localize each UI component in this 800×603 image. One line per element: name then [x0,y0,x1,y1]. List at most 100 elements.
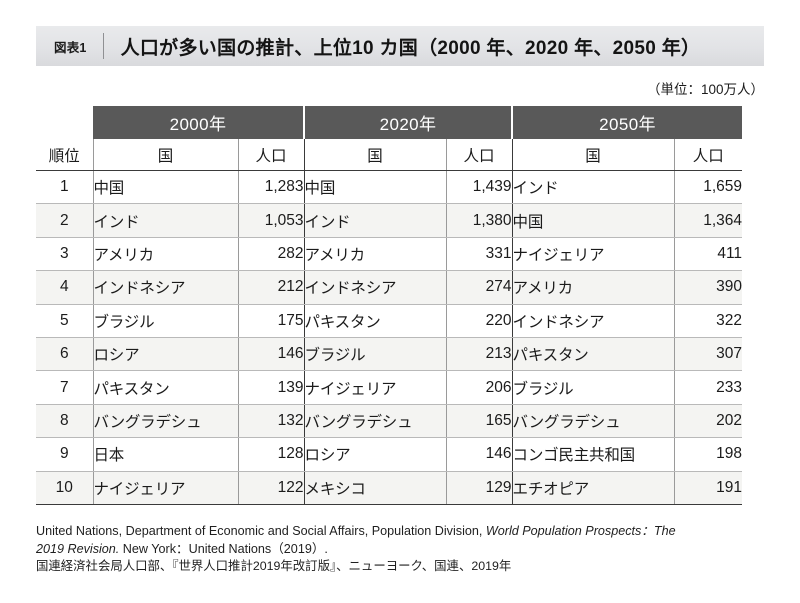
cell-rank: 5 [36,304,94,338]
population-table: 2000年 2020年 2050年 順位 国 人口 国 人口 国 人口 1 中国… [36,106,743,505]
cell-country-2050: エチオピア [512,471,675,505]
cell-population-2020: 220 [446,304,513,338]
cell-country-2050: インド [512,170,675,205]
cell-population-2050: 1,659 [674,170,743,205]
page-title: 人口が多い国の推計、上位10 カ国（2000 年、2020 年、2050 年） [120,37,701,59]
cell-population-2050: 307 [674,337,743,372]
cell-population-2000: 282 [238,237,305,272]
cell-population-2020: 1,439 [446,170,513,205]
cell-rank: 2 [36,203,94,238]
table-row: 10 ナイジェリア 122 メキシコ 129 エチオピア 191 [36,471,743,505]
source-line-1-plain: United Nations, Department of Economic a… [36,524,486,538]
cell-population-2000: 128 [238,437,305,472]
figure-number: 図表1 [54,40,87,55]
cell-country-2000: パキスタン [93,370,239,405]
table-row: 4 インドネシア 212 インドネシア 274 アメリカ 390 [36,270,743,305]
source-line-3-japanese: 国連経済社会局人口部、『世界人口推計2019年改訂版』、ニューヨーク、国連、20… [36,559,512,573]
year-group-2050: 2050年 [512,106,743,139]
cell-rank: 1 [36,170,94,205]
cell-country-2020: パキスタン [304,304,447,338]
cell-population-2050: 1,364 [674,203,743,238]
cell-population-2020: 206 [446,370,513,405]
year-group-2020: 2020年 [304,106,514,139]
cell-country-2000: アメリカ [93,237,239,272]
source-footnote: United Nations, Department of Economic a… [36,523,771,576]
population-table-container: 2000年 2020年 2050年 順位 国 人口 国 人口 国 人口 1 中国… [36,106,743,505]
cell-population-2050: 191 [674,471,743,505]
table-row: 3 アメリカ 282 アメリカ 331 ナイジェリア 411 [36,237,743,272]
cell-country-2050: パキスタン [512,337,675,372]
cell-country-2000: 中国 [93,170,239,205]
cell-country-2020: メキシコ [304,471,447,505]
cell-population-2020: 274 [446,270,513,305]
cell-country-2020: ロシア [304,437,447,472]
header-population-2000: 人口 [238,139,305,171]
cell-country-2020: アメリカ [304,237,447,272]
source-line-2-plain: New York：United Nations（2019）. [119,541,328,556]
cell-population-2000: 132 [238,404,305,439]
unit-note: （単位：100万人） [646,82,764,97]
source-line-2: 2019 Revision. New York：United Nations（2… [36,541,771,559]
cell-country-2000: ナイジェリア [93,471,239,505]
year-band-row: 2000年 2020年 2050年 [36,106,743,139]
cell-rank: 7 [36,370,94,405]
cell-rank: 8 [36,404,94,439]
title-divider [102,33,104,59]
column-header-row: 順位 国 人口 国 人口 国 人口 [36,139,743,171]
year-band-spacer [36,106,93,139]
cell-population-2000: 139 [238,370,305,405]
figure-title-bar: 図表1 人口が多い国の推計、上位10 カ国（2000 年、2020 年、2050… [36,26,764,66]
cell-population-2050: 322 [674,304,743,338]
table-row: 6 ロシア 146 ブラジル 213 パキスタン 307 [36,337,743,372]
table-row: 2 インド 1,053 インド 1,380 中国 1,364 [36,203,743,238]
cell-population-2020: 165 [446,404,513,439]
cell-country-2020: ナイジェリア [304,370,447,405]
table-row: 9 日本 128 ロシア 146 コンゴ民主共和国 198 [36,437,743,472]
cell-population-2050: 233 [674,370,743,405]
cell-rank: 10 [36,471,94,505]
cell-country-2050: ブラジル [512,370,675,405]
header-population-2050: 人口 [674,139,743,171]
cell-country-2020: インド [304,203,447,238]
cell-country-2000: インド [93,203,239,238]
cell-population-2000: 175 [238,304,305,338]
cell-country-2020: ブラジル [304,337,447,372]
cell-country-2050: アメリカ [512,270,675,305]
header-country-2000: 国 [93,139,239,171]
cell-rank: 6 [36,337,94,372]
cell-country-2020: インドネシア [304,270,447,305]
cell-population-2050: 198 [674,437,743,472]
header-population-2020: 人口 [446,139,513,171]
cell-population-2050: 390 [674,270,743,305]
cell-population-2020: 213 [446,337,513,372]
source-line-1-italic: World Population Prospects：The [485,524,676,538]
cell-population-2000: 212 [238,270,305,305]
cell-country-2050: バングラデシュ [512,404,675,439]
cell-country-2000: バングラデシュ [93,404,239,439]
cell-country-2050: 中国 [512,203,675,238]
cell-population-2050: 411 [674,237,743,272]
cell-country-2050: インドネシア [512,304,675,338]
cell-population-2000: 122 [238,471,305,505]
cell-country-2050: ナイジェリア [512,237,675,272]
cell-rank: 9 [36,437,94,472]
header-country-2020: 国 [304,139,447,171]
cell-population-2020: 1,380 [446,203,513,238]
cell-country-2020: バングラデシュ [304,404,447,439]
cell-population-2000: 1,283 [238,170,305,205]
table-row: 7 パキスタン 139 ナイジェリア 206 ブラジル 233 [36,370,743,405]
cell-country-2000: ブラジル [93,304,239,338]
cell-population-2020: 331 [446,237,513,272]
table-row: 5 ブラジル 175 パキスタン 220 インドネシア 322 [36,304,743,338]
year-group-2000: 2000年 [93,106,306,139]
cell-population-2050: 202 [674,404,743,439]
cell-country-2000: 日本 [93,437,239,472]
cell-country-2000: インドネシア [93,270,239,305]
header-rank: 順位 [36,139,94,171]
cell-population-2020: 129 [446,471,513,505]
table-row: 1 中国 1,283 中国 1,439 インド 1,659 [36,170,743,205]
cell-population-2020: 146 [446,437,513,472]
cell-country-2000: ロシア [93,337,239,372]
cell-population-2000: 146 [238,337,305,372]
